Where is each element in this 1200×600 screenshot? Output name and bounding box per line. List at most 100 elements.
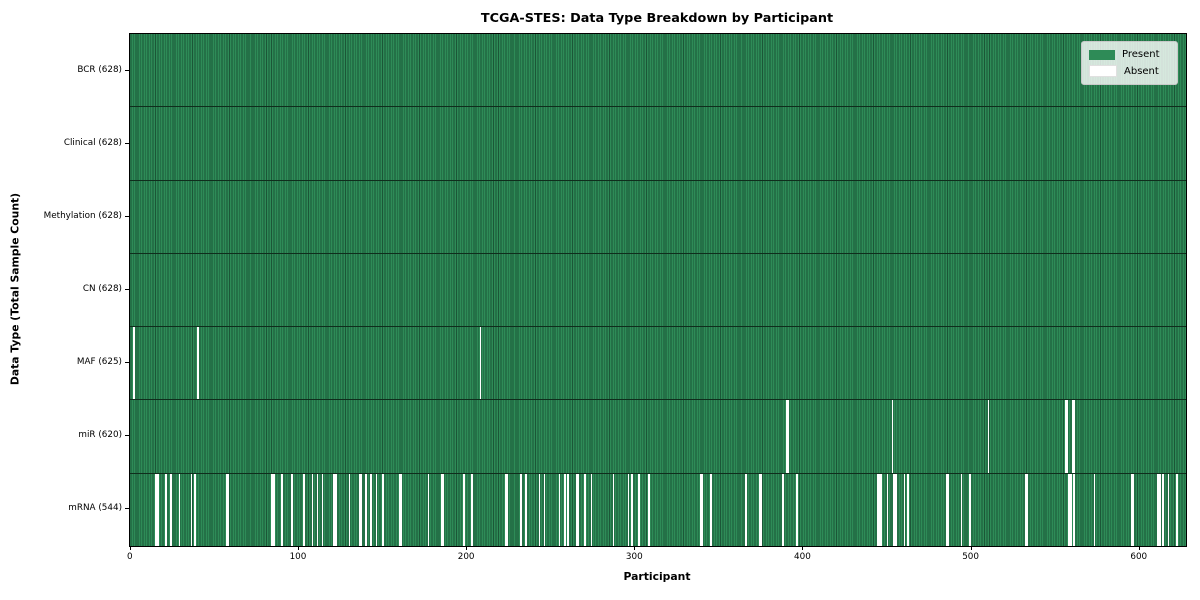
absent-stripe (193, 473, 196, 546)
absent-stripe (442, 473, 445, 546)
absent-stripe (1093, 473, 1096, 546)
y-tick-mark (125, 362, 129, 364)
x-tick-mark (466, 546, 468, 550)
y-tick-label-Clinical: Clinical (628) (63, 137, 122, 148)
absent-stripe (133, 327, 136, 400)
absent-stripe (1069, 473, 1072, 546)
heatmap-row-MAF (130, 327, 1186, 401)
x-tick-mark (970, 546, 972, 550)
absent-stripe (785, 400, 788, 473)
y-tick-label-BCR: BCR (628) (77, 64, 122, 75)
x-tick-label-0: 0 (127, 552, 133, 562)
absent-stripe (311, 473, 314, 546)
absent-stripe (631, 473, 633, 546)
absent-stripe (893, 473, 896, 546)
absent-stripe (370, 473, 373, 546)
absent-stripe (471, 473, 474, 546)
absent-stripe (1073, 400, 1076, 473)
absent-stripe (520, 473, 522, 546)
legend-item-present: Present (1089, 49, 1170, 60)
absent-stripe (538, 473, 541, 546)
legend-label-absent: Absent (1124, 65, 1159, 77)
absent-stripe (876, 473, 879, 546)
absent-stripe (271, 473, 273, 546)
y-tick-label-MAF: MAF (625) (76, 357, 122, 368)
absent-stripe (316, 473, 319, 546)
heatmap-row-Methylation (130, 180, 1186, 254)
absent-stripe (441, 473, 443, 546)
y-tick-mark (125, 69, 129, 71)
legend: Present Absent (1081, 41, 1178, 85)
absent-stripe (321, 473, 324, 546)
x-tick-mark (129, 546, 131, 550)
y-tick-label-miR: miR (620) (78, 430, 122, 441)
absent-stripe (1162, 473, 1165, 546)
absent-stripe (382, 473, 384, 546)
x-tick-label-600: 600 (1130, 552, 1148, 562)
x-tick-label-500: 500 (962, 552, 979, 562)
absent-stripe (155, 473, 157, 546)
absent-stripe (543, 473, 546, 546)
y-tick-mark (125, 142, 129, 144)
absent-stripe (647, 473, 650, 546)
absent-stripe (701, 473, 704, 546)
heatmap-row-miR (130, 400, 1186, 474)
y-tick-label-mRNA: mRNA (544) (68, 503, 122, 514)
absent-stripe (627, 473, 630, 546)
absent-stripe (225, 473, 228, 546)
absent-stripe (782, 473, 785, 546)
absent-stripe (878, 473, 880, 546)
absent-stripe (335, 473, 337, 546)
absent-stripe (479, 327, 482, 400)
absent-stripe (272, 473, 275, 546)
absent-stripe (348, 473, 351, 546)
heatmap-row-BCR (130, 34, 1186, 108)
x-tick-mark (802, 546, 804, 550)
y-tick-mark (125, 215, 129, 217)
absent-stripe (1071, 400, 1074, 473)
y-tick-label-Methylation: Methylation (628) (43, 210, 122, 221)
absent-stripe (1064, 400, 1067, 473)
absent-stripe (156, 473, 159, 546)
absent-stripe (745, 473, 748, 546)
y-tick-mark (125, 289, 129, 290)
absent-stripe (886, 473, 889, 546)
absent-stripe (360, 473, 363, 546)
absent-stripe (1066, 400, 1069, 473)
absent-stripe (879, 473, 882, 546)
absent-stripe (333, 473, 336, 546)
x-tick-label-300: 300 (625, 552, 643, 562)
y-tick-mark (125, 508, 129, 510)
absent-stripe (1068, 473, 1070, 546)
absent-stripe (710, 473, 712, 546)
absent-stripe (612, 473, 615, 546)
absent-stripe (1024, 473, 1027, 546)
legend-item-absent: Absent (1089, 65, 1170, 77)
absent-stripe (969, 473, 971, 546)
absent-stripe (375, 473, 378, 546)
x-tick-mark (1138, 546, 1140, 550)
x-tick-label-100: 100 (289, 552, 307, 562)
absent-stripe (891, 400, 894, 473)
absent-stripe (178, 473, 181, 546)
absent-stripe (303, 473, 305, 546)
x-tick-mark (634, 546, 636, 550)
absent-stripe (895, 473, 897, 546)
absent-stripe (1026, 473, 1028, 546)
absent-stripe (795, 473, 798, 546)
heatmap-row-Clinical (130, 107, 1186, 181)
absent-stripe (281, 473, 284, 546)
absent-stripe (584, 473, 586, 546)
absent-stripe (1073, 473, 1076, 546)
absent-stripe (227, 473, 230, 546)
absent-stripe (577, 473, 579, 546)
absent-stripe (197, 327, 199, 400)
absent-stripe (399, 473, 401, 546)
plot-area (129, 33, 1187, 547)
absent-stripe (1167, 473, 1170, 546)
absent-stripe (506, 473, 509, 546)
absent-stripe (1132, 473, 1134, 546)
chart-title: TCGA-STES: Data Type Breakdown by Partic… (480, 11, 834, 26)
absent-stripe (1175, 473, 1178, 546)
